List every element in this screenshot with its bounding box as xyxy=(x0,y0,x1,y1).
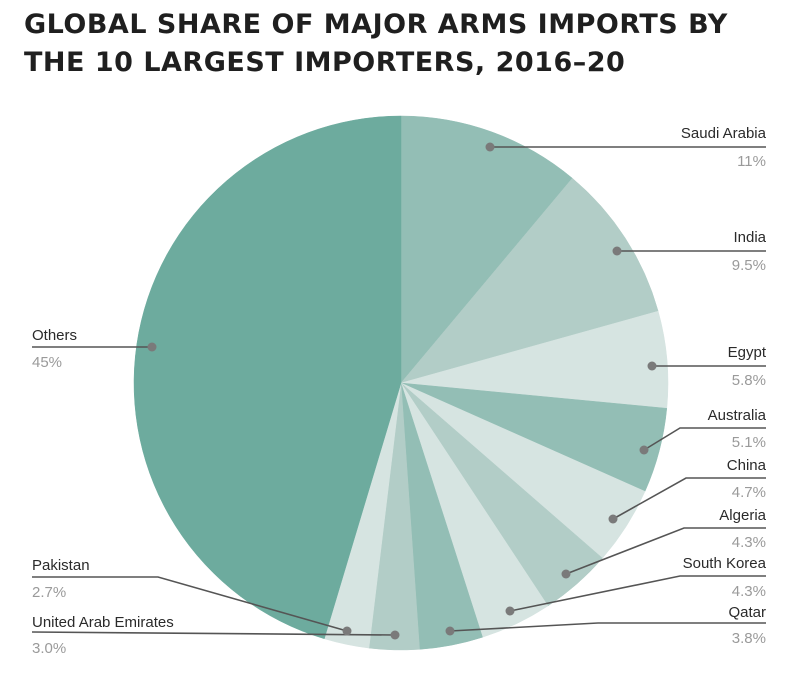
slice-label-others: Others xyxy=(32,327,77,344)
leader-line-australia xyxy=(643,427,766,451)
slice-value-qatar: 3.8% xyxy=(732,630,766,647)
leader-dot-united-arab-emirates xyxy=(390,630,400,640)
leader-line-pakistan xyxy=(32,576,348,632)
slice-value-australia: 5.1% xyxy=(732,434,766,451)
leader-dot-saudi-arabia xyxy=(485,142,495,152)
slice-label-china: China xyxy=(727,457,767,474)
slice-label-algeria: Algeria xyxy=(719,507,766,524)
leader-dot-algeria xyxy=(561,569,571,579)
slice-value-egypt: 5.8% xyxy=(732,372,766,389)
pie-slice-others xyxy=(133,115,402,640)
slice-value-pakistan: 2.7% xyxy=(32,584,66,601)
slice-value-india: 9.5% xyxy=(732,257,766,274)
slice-label-south-korea: South Korea xyxy=(683,555,767,572)
slice-label-egypt: Egypt xyxy=(728,344,767,361)
pie-slice-saudi-arabia xyxy=(400,115,573,384)
leader-dot-india xyxy=(612,246,622,256)
leader-line-qatar xyxy=(449,622,766,632)
chart-title: GLOBAL SHARE OF MAJOR ARMS IMPORTS BY TH… xyxy=(24,6,784,82)
leader-line-united-arab-emirates xyxy=(31,631,396,636)
slice-label-india: India xyxy=(733,229,766,246)
leader-line-china xyxy=(612,477,766,520)
pie-slice-india xyxy=(400,177,659,384)
leader-dot-china xyxy=(608,514,618,524)
slice-label-saudi-arabia: Saudi Arabia xyxy=(681,125,767,142)
leader-dot-others xyxy=(147,342,157,352)
slice-labels: Saudi Arabia 11% India 9.5% Egypt 5.8% Austral… xyxy=(32,125,767,657)
leader-dot-egypt xyxy=(647,361,657,371)
slice-value-algeria: 4.3% xyxy=(732,534,766,551)
leader-dot-south-korea xyxy=(505,606,515,616)
slice-label-australia: Australia xyxy=(708,407,767,424)
leader-dot-qatar xyxy=(445,626,455,636)
leader-dot-australia xyxy=(639,445,649,455)
slice-value-china: 4.7% xyxy=(732,484,766,501)
chart-title-line-1: GLOBAL SHARE OF MAJOR ARMS IMPORTS BY xyxy=(24,9,728,40)
slice-label-pakistan: Pakistan xyxy=(32,557,90,574)
slice-label-qatar: Qatar xyxy=(728,604,766,621)
leader-lines xyxy=(31,142,766,640)
leader-line-south-korea xyxy=(509,575,766,612)
leader-line-algeria xyxy=(565,527,766,575)
leader-dot-pakistan xyxy=(342,626,352,636)
pie-slices xyxy=(133,115,669,651)
slice-label-united-arab-emirates: United Arab Emirates xyxy=(32,614,174,631)
slice-value-united-arab-emirates: 3.0% xyxy=(32,640,66,657)
slice-value-saudi-arabia: 11% xyxy=(737,153,766,170)
slice-value-south-korea: 4.3% xyxy=(732,583,766,600)
slice-value-others: 45% xyxy=(32,354,62,371)
chart-title-line-2: THE 10 LARGEST IMPORTERS, 2016–20 xyxy=(24,47,626,78)
